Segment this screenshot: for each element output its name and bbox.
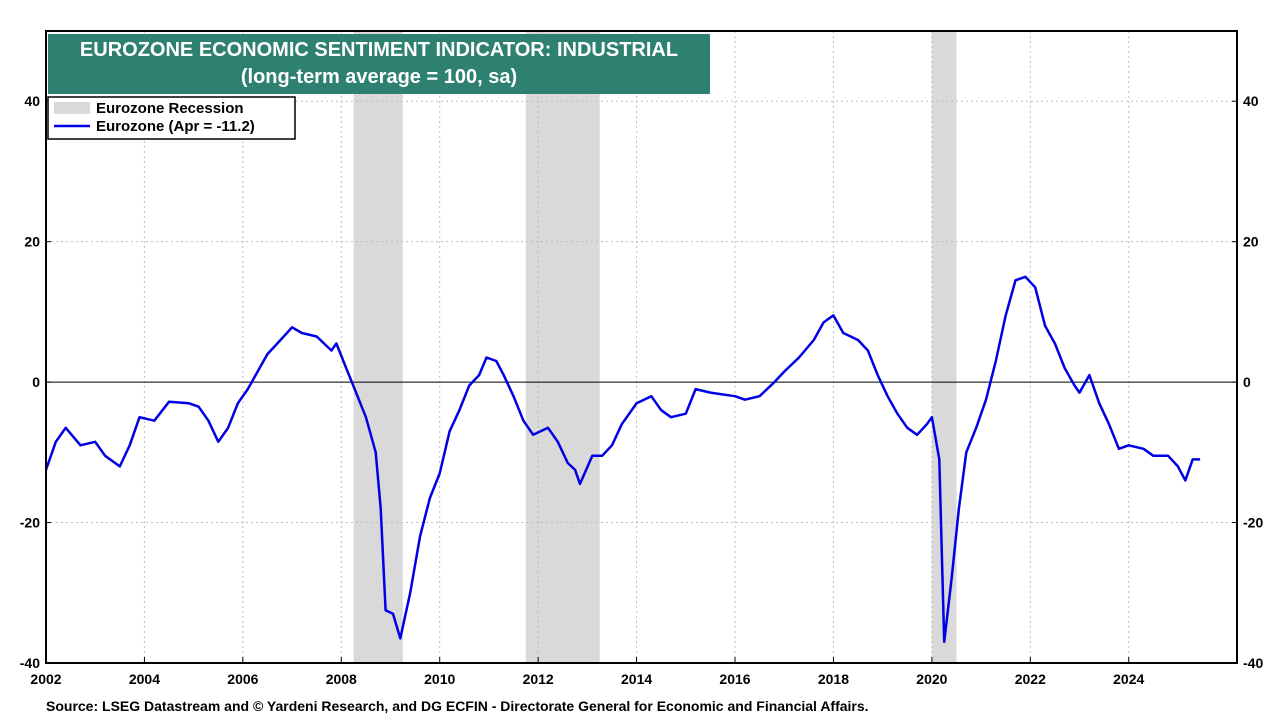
series-line-0 [44, 275, 1201, 644]
y-tick-label-right: 0 [1243, 374, 1251, 390]
series-layer [44, 275, 1201, 644]
y-tick-label-right: -20 [1243, 515, 1263, 531]
legend-label-recession: Eurozone Recession [96, 100, 244, 117]
x-tick-label: 2022 [1015, 671, 1046, 687]
recession-band-0 [353, 31, 403, 663]
recession-band-2 [931, 31, 957, 663]
y-tick-label-right: 20 [1243, 234, 1259, 250]
x-tick-label: 2024 [1113, 671, 1144, 687]
y-tick-label-left: -20 [20, 515, 40, 531]
x-tick-label: 2004 [129, 671, 160, 687]
x-tick-label: 2008 [326, 671, 357, 687]
y-tick-label-left: 0 [32, 374, 40, 390]
recession-band-1 [525, 31, 600, 663]
x-tick-label: 2014 [621, 671, 652, 687]
legend: Eurozone Recession Eurozone (Apr = -11.2… [47, 96, 296, 140]
x-tick-label: 2006 [227, 671, 258, 687]
y-tick-label-right: 40 [1243, 93, 1259, 109]
y-tick-label-left: 40 [24, 93, 40, 109]
chart-title: EUROZONE ECONOMIC SENTIMENT INDICATOR: I… [80, 39, 678, 61]
source-note: Source: LSEG Datastream and © Yardeni Re… [46, 698, 869, 714]
x-tick-label: 2012 [523, 671, 554, 687]
x-tick-label: 2016 [719, 671, 750, 687]
title-background [48, 34, 710, 94]
x-tick-label: 2002 [30, 671, 61, 687]
x-tick-label: 2010 [424, 671, 455, 687]
x-tick-label: 2018 [818, 671, 849, 687]
legend-label-series: Eurozone (Apr = -11.2) [96, 118, 255, 135]
y-tick-label-left: -40 [20, 655, 40, 671]
plot-frame [45, 30, 1238, 664]
y-tick-label-right: -40 [1243, 655, 1263, 671]
axes [45, 30, 1238, 664]
y-tick-label-left: 20 [24, 234, 40, 250]
chart-title-box: EUROZONE ECONOMIC SENTIMENT INDICATOR: I… [48, 34, 710, 94]
x-tick-label: 2020 [916, 671, 947, 687]
chart-subtitle: (long-term average = 100, sa) [241, 66, 517, 88]
legend-swatch-recession [54, 102, 90, 114]
